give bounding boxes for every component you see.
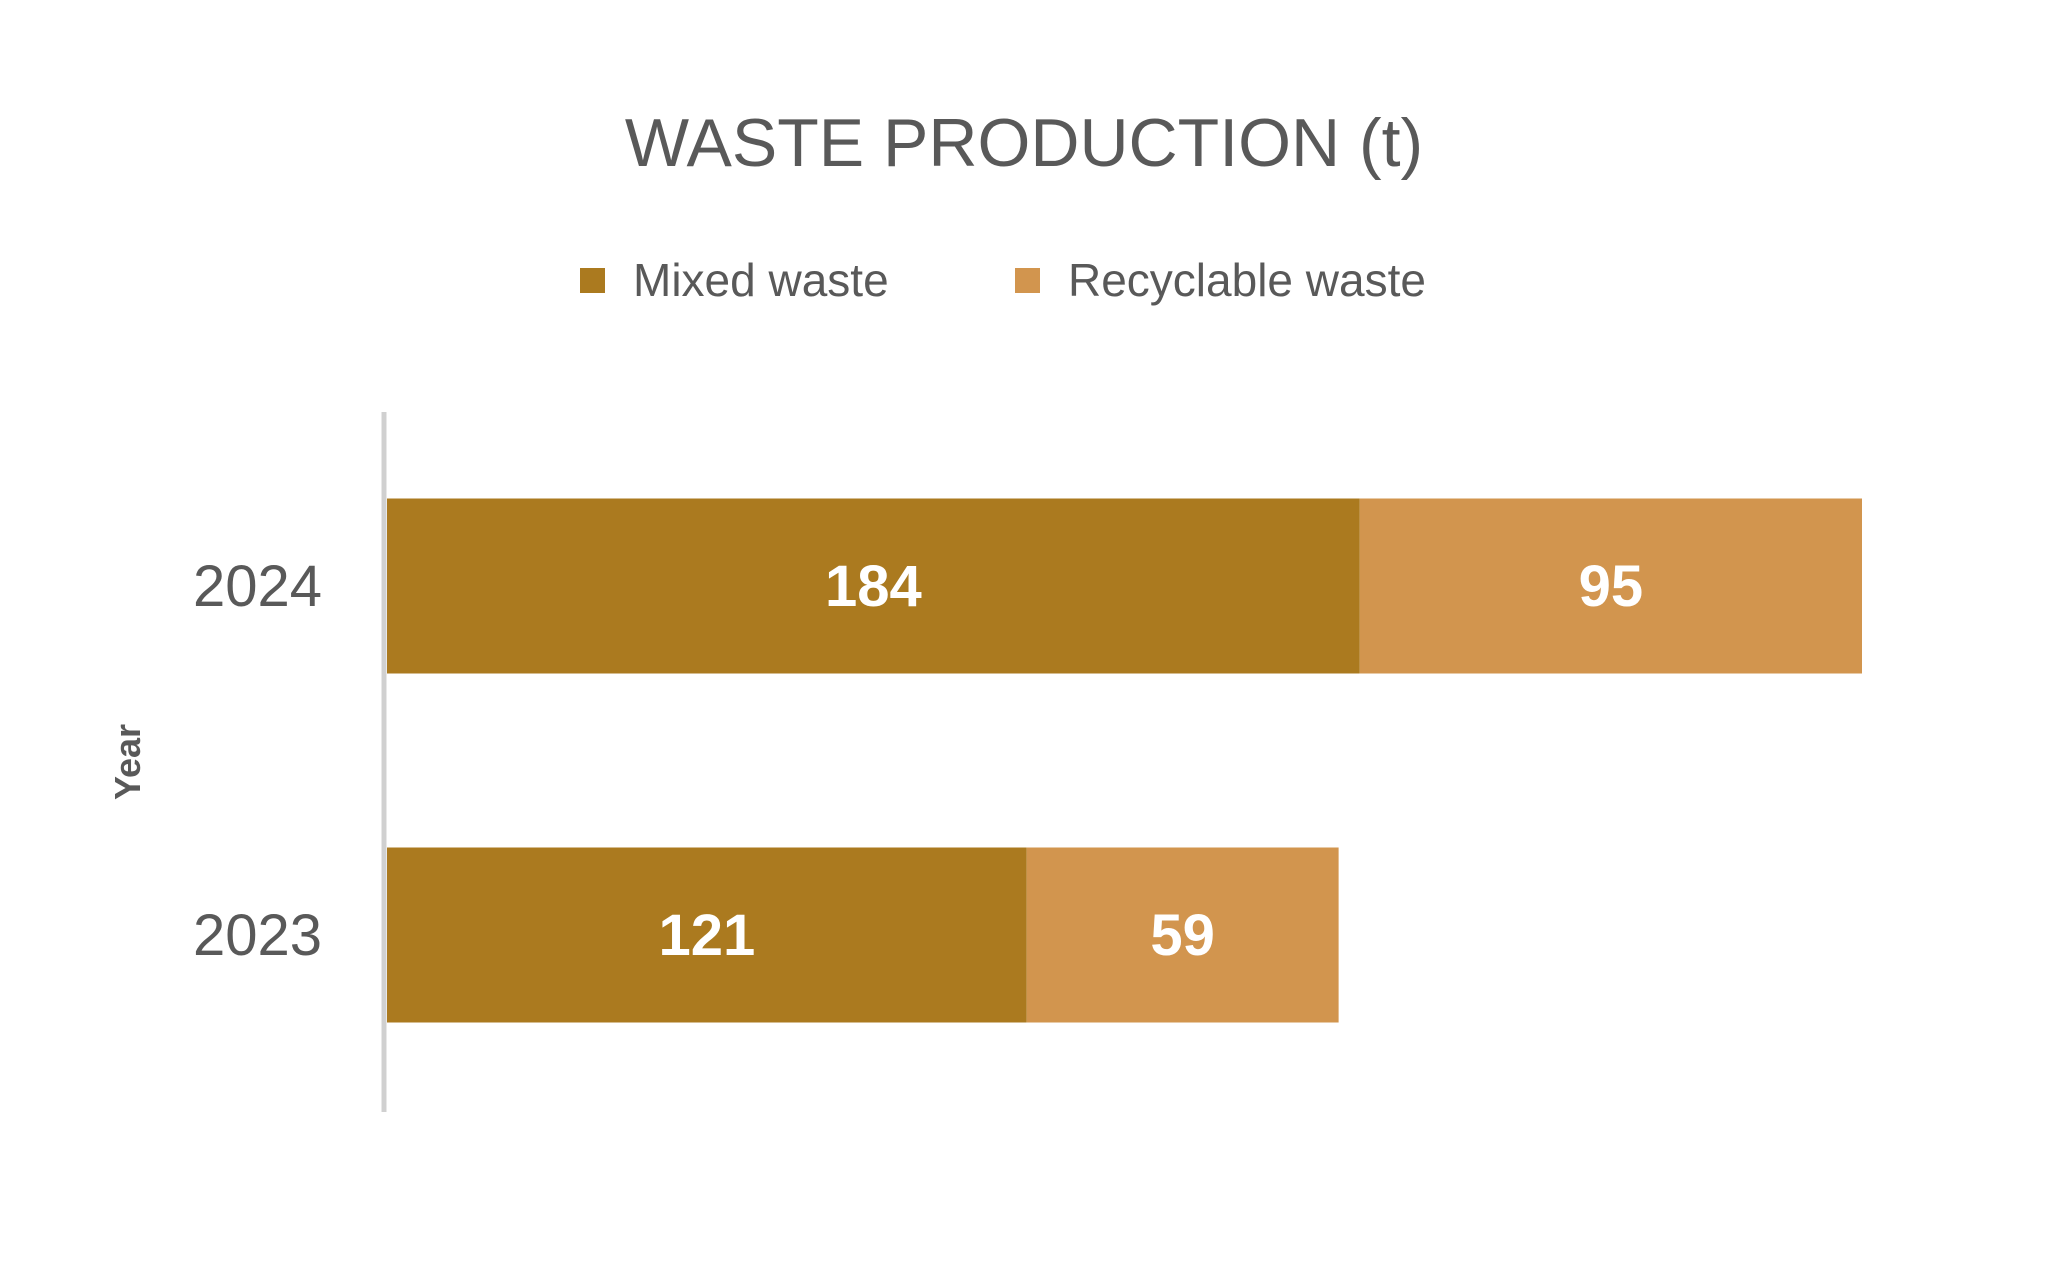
legend-label-0: Mixed waste: [633, 254, 889, 306]
data-label-2023-0: 121: [658, 903, 755, 968]
legend-label-1: Recyclable waste: [1068, 254, 1426, 306]
category-label-2024: 2024: [193, 554, 322, 619]
legend: Mixed waste Recyclable waste: [580, 254, 1426, 306]
bar-2024-1: [1359, 498, 1862, 674]
category-labels-group: 2024 2023: [193, 554, 322, 968]
data-label-2024-1: 95: [1579, 554, 1644, 619]
bars-group: 184 95 121 59: [387, 498, 1862, 1023]
chart-title: WASTE PRODUCTION (t): [625, 105, 1423, 181]
legend-swatch-0: [580, 268, 605, 293]
data-label-2024-0: 184: [825, 554, 922, 619]
category-label-2023: 2023: [193, 903, 322, 968]
bar-2023-1: [1026, 847, 1339, 1023]
y-axis-title: Year: [107, 724, 148, 800]
bar-2023-0: [387, 847, 1027, 1023]
legend-swatch-1: [1015, 268, 1040, 293]
data-label-2023-1: 59: [1150, 903, 1215, 968]
bar-2024-0: [387, 498, 1360, 674]
